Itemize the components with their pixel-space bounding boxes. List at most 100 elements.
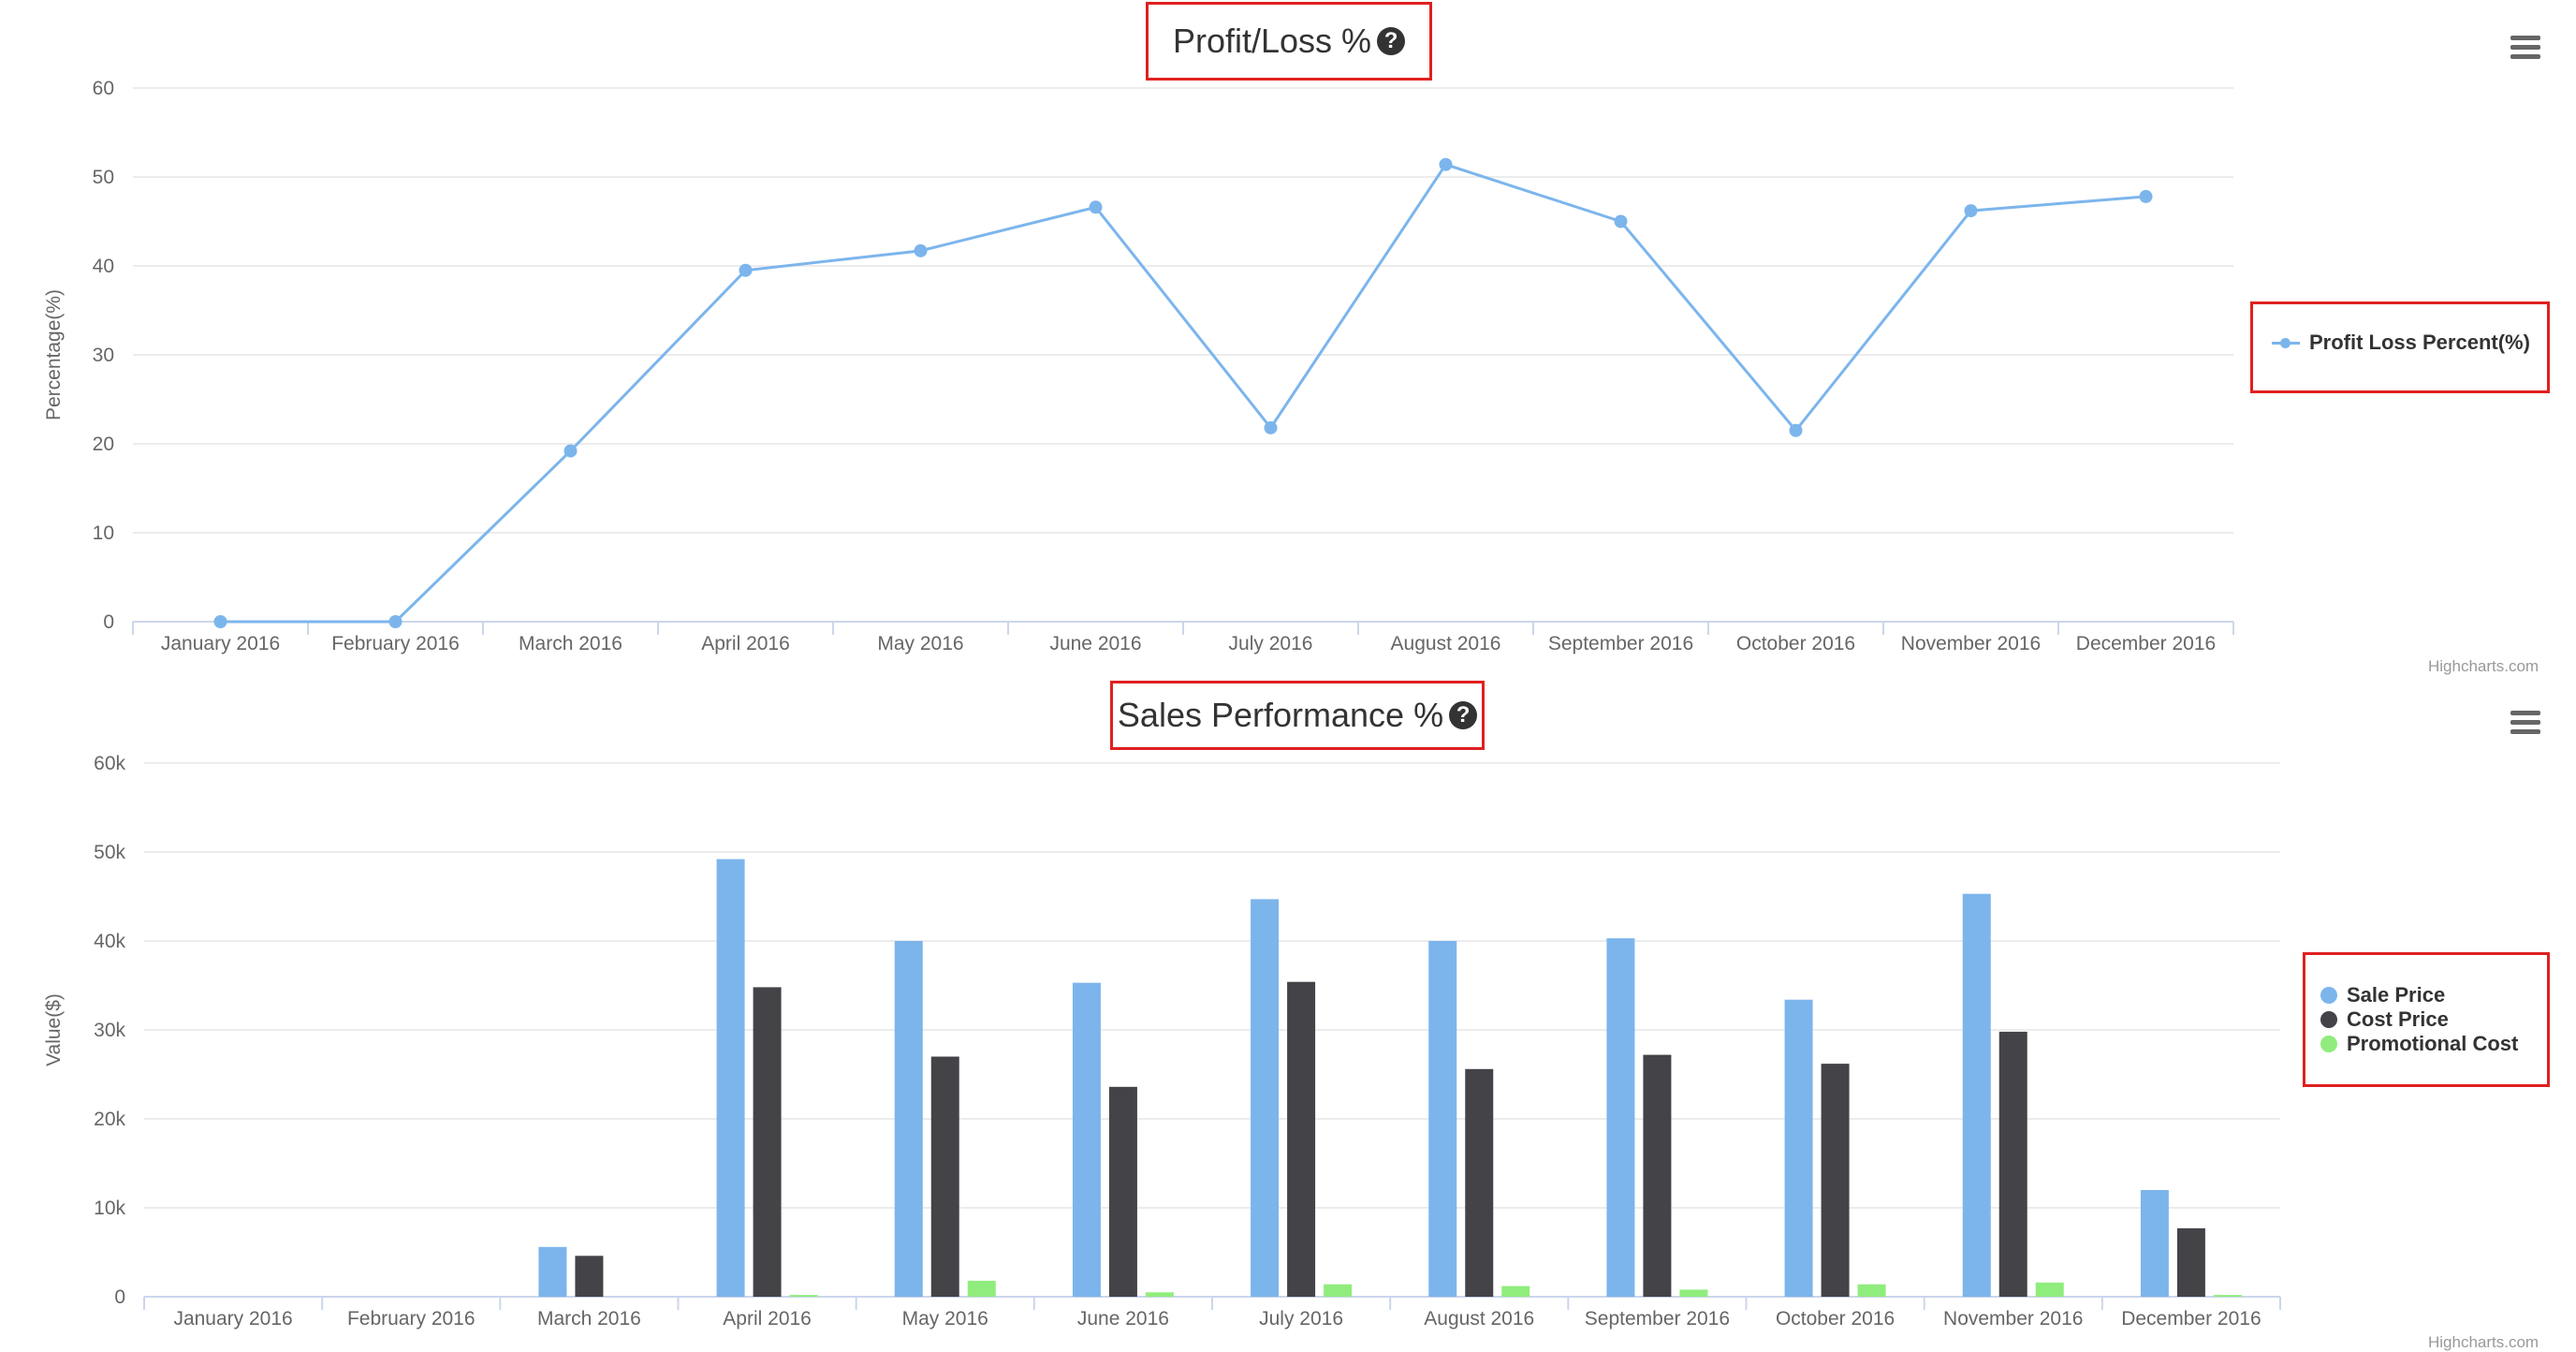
- bar: [894, 941, 923, 1297]
- y-tick-label: 30: [93, 345, 114, 366]
- x-tick-label: May 2016: [877, 633, 963, 654]
- x-tick-label: February 2016: [347, 1308, 476, 1330]
- x-tick-label: September 2016: [1548, 633, 1693, 654]
- x-tick-label: December 2016: [2076, 633, 2216, 654]
- y-tick-label: 0: [103, 611, 114, 633]
- bar: [2035, 1282, 2064, 1297]
- x-tick-label: May 2016: [902, 1308, 988, 1330]
- x-tick-label: November 2016: [1943, 1308, 2083, 1330]
- data-point: [2139, 189, 2153, 203]
- bar: [538, 1246, 567, 1297]
- bar: [1428, 941, 1457, 1297]
- bar: [716, 859, 745, 1297]
- x-tick-label: November 2016: [1901, 633, 2041, 654]
- x-tick-label: March 2016: [537, 1308, 641, 1330]
- y-tick-label: 10: [93, 522, 114, 544]
- x-tick-label: January 2016: [161, 633, 280, 654]
- bar: [2176, 1227, 2205, 1297]
- sales-performance-chart-panel: 0 10k 20k 30k 40k 50k 60k January 2016 February …: [0, 669, 2576, 1351]
- y-axis-title: Percentage(%): [43, 289, 65, 420]
- data-point: [1439, 157, 1453, 171]
- circle-marker-icon: [2320, 1036, 2337, 1052]
- y-tick-label: 40: [93, 256, 114, 277]
- bar: [1108, 1086, 1137, 1297]
- legend-item-sale-price[interactable]: Sale Price: [2320, 983, 2547, 1007]
- x-tick-label: July 2016: [1229, 633, 1313, 654]
- sales-performance-chart: 0 10k 20k 30k 40k 50k 60k January 2016 February …: [43, 753, 2281, 1330]
- x-tick-label: April 2016: [723, 1308, 812, 1330]
- highcharts-credits-link[interactable]: Highcharts.com: [2428, 657, 2539, 675]
- y-tick-label: 10k: [94, 1198, 125, 1219]
- bar: [1501, 1286, 1530, 1297]
- legend-label: Profit Loss Percent(%): [2309, 331, 2530, 354]
- x-tick-label: April 2016: [701, 633, 790, 654]
- x-tick-label: June 2016: [1077, 1308, 1169, 1330]
- data-point: [564, 444, 578, 458]
- profit-loss-title-box: Profit/Loss % ?: [1146, 2, 1432, 81]
- data-point: [213, 615, 227, 628]
- legend-label: Promotional Cost: [2347, 1032, 2519, 1055]
- bar: [789, 1295, 818, 1297]
- bar: [1784, 999, 1813, 1297]
- bar: [1606, 938, 1635, 1297]
- data-point: [914, 243, 928, 257]
- x-tick-label: February 2016: [331, 633, 460, 654]
- legend-item-cost-price[interactable]: Cost Price: [2320, 1007, 2547, 1032]
- bar: [753, 987, 782, 1297]
- highcharts-credits-link[interactable]: Highcharts.com: [2428, 1333, 2539, 1351]
- data-point: [739, 263, 753, 277]
- x-tick-label: September 2016: [1585, 1308, 1730, 1330]
- data-point: [1264, 420, 1278, 434]
- profit-loss-legend: Profit Loss Percent(%): [2250, 301, 2550, 393]
- bar: [1072, 982, 1101, 1297]
- data-point: [1089, 200, 1103, 214]
- data-point: [1964, 204, 1978, 218]
- x-tick-label: July 2016: [1259, 1308, 1343, 1330]
- bar: [1251, 899, 1280, 1297]
- circle-marker-icon: [2320, 1011, 2337, 1028]
- sales-performance-legend: Sale Price Cost Price Promotional Cost: [2303, 952, 2550, 1087]
- x-tick-label: August 2016: [1391, 633, 1501, 654]
- bar: [1287, 981, 1316, 1297]
- y-tick-label: 50: [93, 167, 114, 188]
- hamburger-menu-icon[interactable]: [2510, 711, 2540, 735]
- question-circle-icon[interactable]: ?: [1449, 701, 1478, 729]
- legend-item-profit-loss[interactable]: Profit Loss Percent(%): [2272, 331, 2547, 355]
- y-tick-label: 60: [93, 78, 114, 99]
- legend-label: Cost Price: [2347, 1007, 2449, 1031]
- legend-label: Sale Price: [2347, 983, 2446, 1007]
- hamburger-menu-icon[interactable]: [2510, 36, 2540, 60]
- sales-performance-title: Sales Performance %: [1117, 696, 1444, 734]
- profit-loss-chart-panel: 0 10 20 30 40 50 60 January 2016 February 2016 Ma…: [0, 0, 2576, 675]
- y-tick-label: 20: [93, 434, 114, 455]
- bar: [967, 1280, 996, 1297]
- bar: [1465, 1068, 1494, 1297]
- y-axis-title: Value($): [43, 993, 65, 1066]
- x-tick-label: December 2016: [2121, 1308, 2261, 1330]
- x-tick-label: June 2016: [1049, 633, 1141, 654]
- data-point: [388, 615, 402, 628]
- data-point: [1614, 214, 1628, 228]
- bar: [2213, 1295, 2242, 1297]
- x-tick-label: January 2016: [173, 1308, 292, 1330]
- question-circle-icon[interactable]: ?: [1377, 27, 1406, 55]
- bar: [1145, 1292, 1174, 1297]
- bar: [2140, 1190, 2169, 1297]
- bar: [1962, 893, 1991, 1297]
- x-tick-label: October 2016: [1736, 633, 1855, 654]
- bar: [575, 1256, 604, 1297]
- bar: [1324, 1284, 1353, 1297]
- bar: [930, 1056, 959, 1297]
- profit-loss-chart: 0 10 20 30 40 50 60 January 2016 February 2016 Ma…: [43, 78, 2234, 654]
- legend-item-promotional-cost[interactable]: Promotional Cost: [2320, 1032, 2547, 1056]
- bar: [1679, 1289, 1708, 1297]
- y-tick-label: 40k: [94, 931, 125, 952]
- sales-performance-title-box: Sales Performance % ?: [1110, 681, 1485, 750]
- y-tick-label: 30k: [94, 1020, 125, 1041]
- y-tick-label: 0: [114, 1286, 125, 1308]
- line-marker-icon: [2272, 336, 2300, 349]
- x-tick-label: October 2016: [1776, 1308, 1895, 1330]
- y-tick-label: 20k: [94, 1109, 125, 1130]
- bar: [1643, 1054, 1672, 1297]
- y-tick-label: 60k: [94, 753, 125, 774]
